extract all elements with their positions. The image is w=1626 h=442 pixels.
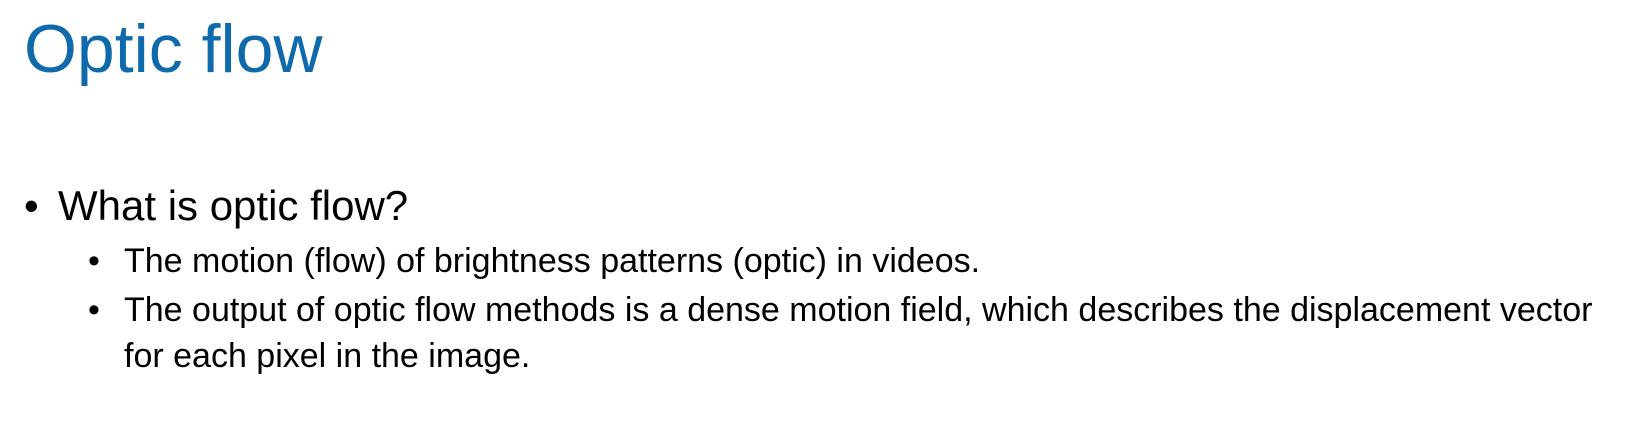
bullet-dot-icon: • <box>88 241 100 280</box>
sub-bullet-text: The output of optic flow methods is a de… <box>124 291 1593 376</box>
sub-bullet-text: The motion (flow) of brightness patterns… <box>124 241 981 280</box>
bullet-text: What is optic flow? <box>58 182 409 229</box>
sub-bullet-item: • The output of optic flow methods is a … <box>88 288 1604 380</box>
bullet-item: • What is optic flow? • The motion (flow… <box>24 180 1604 380</box>
sub-bullet-item: • The motion (flow) of brightness patter… <box>88 239 1604 285</box>
sub-bullet-list: • The motion (flow) of brightness patter… <box>58 239 1604 381</box>
bullet-dot-icon: • <box>24 182 39 229</box>
bullet-list: • What is optic flow? • The motion (flow… <box>24 180 1604 384</box>
slide-title: Optic flow <box>24 11 323 87</box>
bullet-dot-icon: • <box>88 291 100 330</box>
